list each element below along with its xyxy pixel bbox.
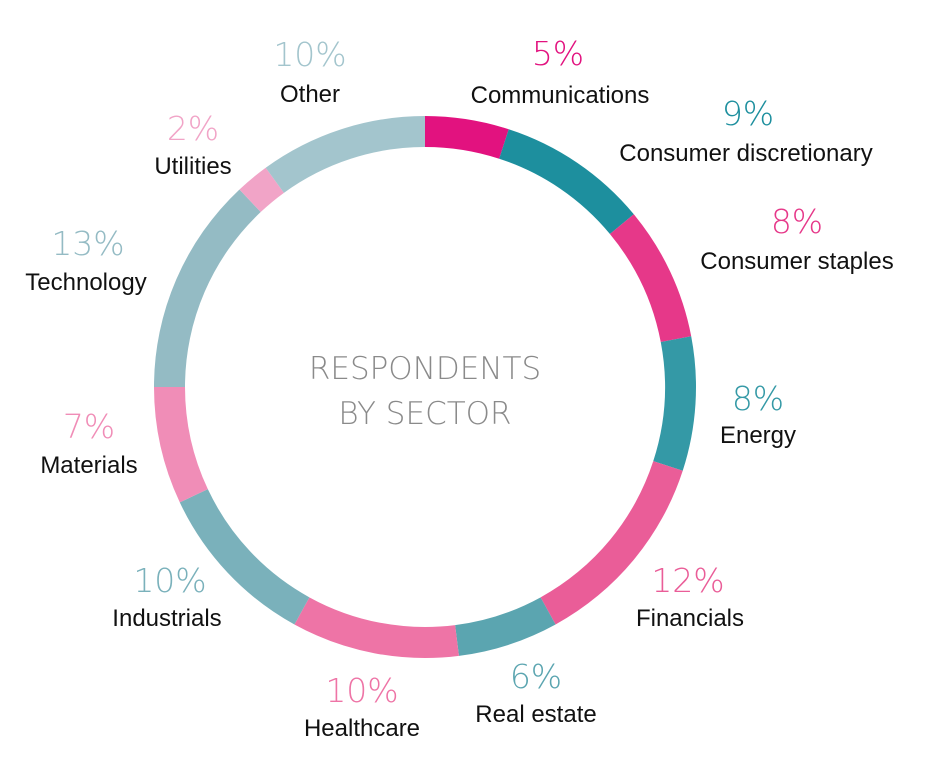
- slice-value-label: 13%: [51, 224, 124, 263]
- slice-value-label: 10%: [133, 561, 206, 600]
- slice-category-label: Other: [280, 81, 340, 108]
- slice-category-label: Financials: [636, 605, 744, 632]
- slice-consumer-discretionary: [499, 129, 634, 235]
- slice-value-label: 10%: [325, 671, 398, 710]
- slice-value-label: 5%: [532, 34, 584, 73]
- slice-value-label: 2%: [167, 109, 219, 148]
- slice-category-label: Consumer discretionary: [619, 140, 872, 167]
- slice-materials: [154, 387, 208, 503]
- slice-consumer-staples: [609, 214, 692, 343]
- slice-category-label: Materials: [40, 452, 137, 479]
- slice-category-label: Utilities: [154, 153, 231, 180]
- slice-industrials: [179, 489, 310, 625]
- slice-value-label: 10%: [273, 35, 346, 74]
- slice-technology: [154, 189, 261, 387]
- slice-communications: [425, 116, 509, 159]
- slice-value-label: 9%: [722, 94, 774, 133]
- slice-real-estate: [455, 597, 556, 656]
- chart-title: RESPONDENTS BY SECTOR: [309, 351, 541, 432]
- slice-value-label: 8%: [771, 202, 823, 241]
- donut-slices: [154, 116, 697, 658]
- chart-title-line-2: BY SECTOR: [338, 396, 511, 432]
- slice-healthcare: [294, 597, 459, 658]
- slice-category-label: Industrials: [112, 605, 221, 632]
- slice-category-label: Communications: [471, 82, 650, 109]
- slice-category-label: Real estate: [475, 701, 596, 728]
- slice-financials: [540, 461, 683, 625]
- slice-category-label: Energy: [720, 422, 796, 449]
- chart-title-line-1: RESPONDENTS: [309, 351, 541, 387]
- slice-category-label: Healthcare: [304, 715, 420, 742]
- slice-energy: [653, 336, 697, 471]
- slice-labels: 5% Communications 9% Consumer discretionary…: [25, 34, 893, 742]
- slice-value-label: 7%: [63, 407, 115, 446]
- slice-value-label: 6%: [510, 657, 562, 696]
- slice-other: [265, 116, 425, 193]
- slice-category-label: Technology: [25, 269, 146, 296]
- slice-utilities: [239, 167, 284, 213]
- slice-value-label: 12%: [651, 561, 724, 600]
- slice-value-label: 8%: [732, 379, 784, 418]
- slice-category-label: Consumer staples: [700, 248, 893, 275]
